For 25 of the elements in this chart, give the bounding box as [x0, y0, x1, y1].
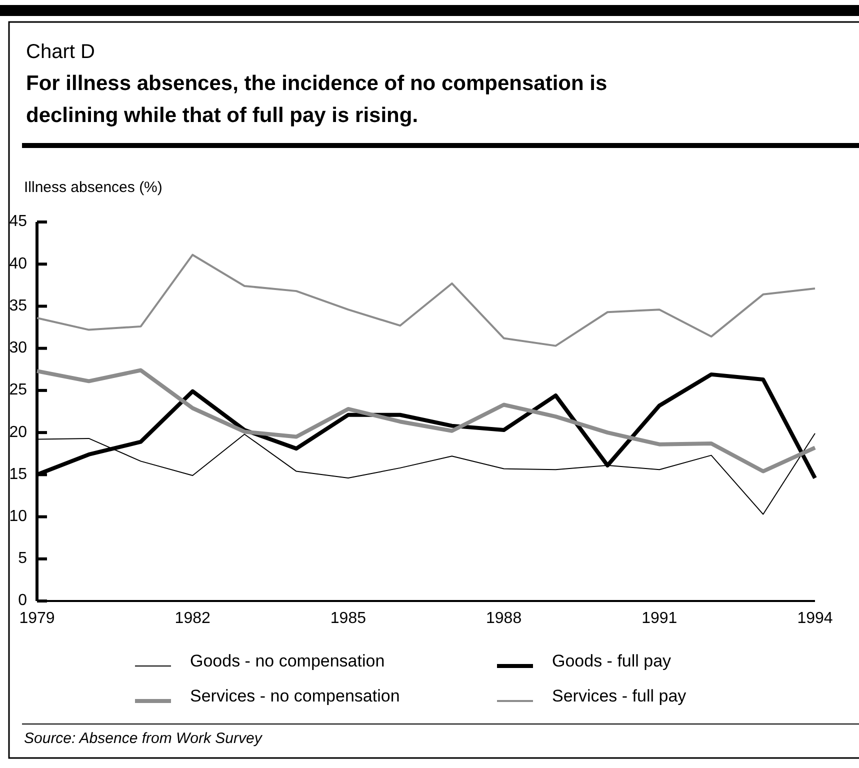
source-note: Source: Absence from Work Survey: [24, 730, 264, 747]
x-tick-label: 1994: [797, 610, 833, 627]
x-tick-label: 1982: [174, 610, 210, 627]
legend-label: Goods - no compensation: [190, 651, 385, 670]
chart-subtitle: Chart D: [26, 41, 95, 63]
y-tick-label: 25: [9, 382, 28, 399]
y-tick-label: 15: [9, 466, 28, 483]
x-tick-label: 1985: [330, 610, 366, 627]
x-tick-label: 1988: [486, 610, 522, 627]
chart-title: For illness absences, the incidence of no compensation is declining while that of full pay is rising.: [26, 72, 608, 127]
legend-label: Services - full pay: [552, 686, 687, 706]
x-tick-label: 1991: [642, 610, 678, 627]
y-tick-label: 35: [9, 297, 28, 314]
y-axis-title: Illness absences (%): [24, 179, 162, 196]
legend-label: Goods - full pay: [552, 651, 672, 670]
y-tick-label: 0: [18, 592, 28, 610]
y-tick-label: 45: [9, 213, 28, 230]
legend-label: Services - no compensation: [190, 686, 400, 706]
y-tick-label: 10: [9, 508, 28, 526]
x-tick-label: 1979: [19, 610, 55, 627]
y-tick-label: 20: [9, 424, 28, 441]
line-series: [36, 254, 816, 347]
y-tick-label: 5: [18, 550, 28, 568]
y-tick-label: 40: [9, 255, 28, 272]
y-tick-label: 30: [9, 340, 28, 357]
